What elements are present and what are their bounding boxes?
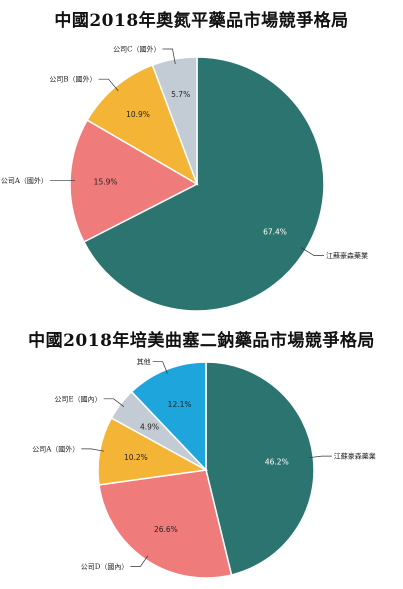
- chart1-slice-3-category-label: 公司B（國外）: [49, 75, 96, 84]
- chart1-slice-1-category-label: 江蘇豪森藥業: [326, 251, 368, 260]
- chart1-slice-1-leader-line: [300, 247, 324, 256]
- chart2-slice-3-category-label: 公司A（國外）: [32, 444, 79, 453]
- chart2-slice-2-value-label: 26.6%: [154, 525, 178, 534]
- chart2-slice-5-category-label: 其他: [137, 357, 151, 366]
- chart1-slice-3-leader-line: [98, 78, 119, 92]
- chart1-slice-2-category-label: 公司A（國外）: [1, 176, 48, 185]
- chart2-slice-2-category-label: 公司D（國內）: [81, 562, 129, 571]
- pie-chart-olanzapine: 67.4% 江蘇豪森藥業 15.9% 公司A（國外） 10.9% 公司B（國外） 5.7% 公…: [1, 45, 368, 312]
- chart-title-pemetrexed: 中國2018年培美曲塞二鈉藥品市場競爭格局: [28, 331, 375, 351]
- chart2-slice-4-value-label: 4.9%: [140, 423, 159, 432]
- chart-title-olanzapine: 中國2018年奧氮平藥品市場競爭格局: [54, 11, 349, 31]
- chart1-slice-4-leader-line: [162, 48, 176, 65]
- chart2-slice-3-leader-line: [81, 448, 105, 452]
- chart1-slice-4-category-label: 公司C（國外）: [113, 45, 160, 54]
- chart1-slice-1-value-label: 67.4%: [263, 228, 287, 237]
- chart2-slice-3-value-label: 10.2%: [124, 453, 148, 462]
- chart1-slice-3-value-label: 10.9%: [126, 110, 150, 119]
- chart2-slice-1-value-label: 46.2%: [265, 458, 289, 467]
- chart1-slice-2-value-label: 15.9%: [94, 178, 118, 187]
- chart2-slice-1-category-label: 江蘇豪森藥業: [334, 452, 376, 461]
- chart2-slice-5-value-label: 12.1%: [168, 400, 192, 409]
- chart2-slice-2-leader-line: [130, 555, 148, 567]
- chart2-slice-1-leader-line: [308, 455, 332, 459]
- chart2-slice-4-category-label: 公司E（國內）: [54, 394, 101, 403]
- pie-chart-pemetrexed: 46.2% 江蘇豪森藥業 26.6% 公司D（國內） 10.2% 公司A（國外） 4.9% 公…: [32, 357, 376, 579]
- chart1-slice-4-value-label: 5.7%: [171, 90, 190, 99]
- chart2-slice-5-leader-line: [152, 361, 168, 374]
- chart2-slice-4-leader-line: [103, 398, 125, 407]
